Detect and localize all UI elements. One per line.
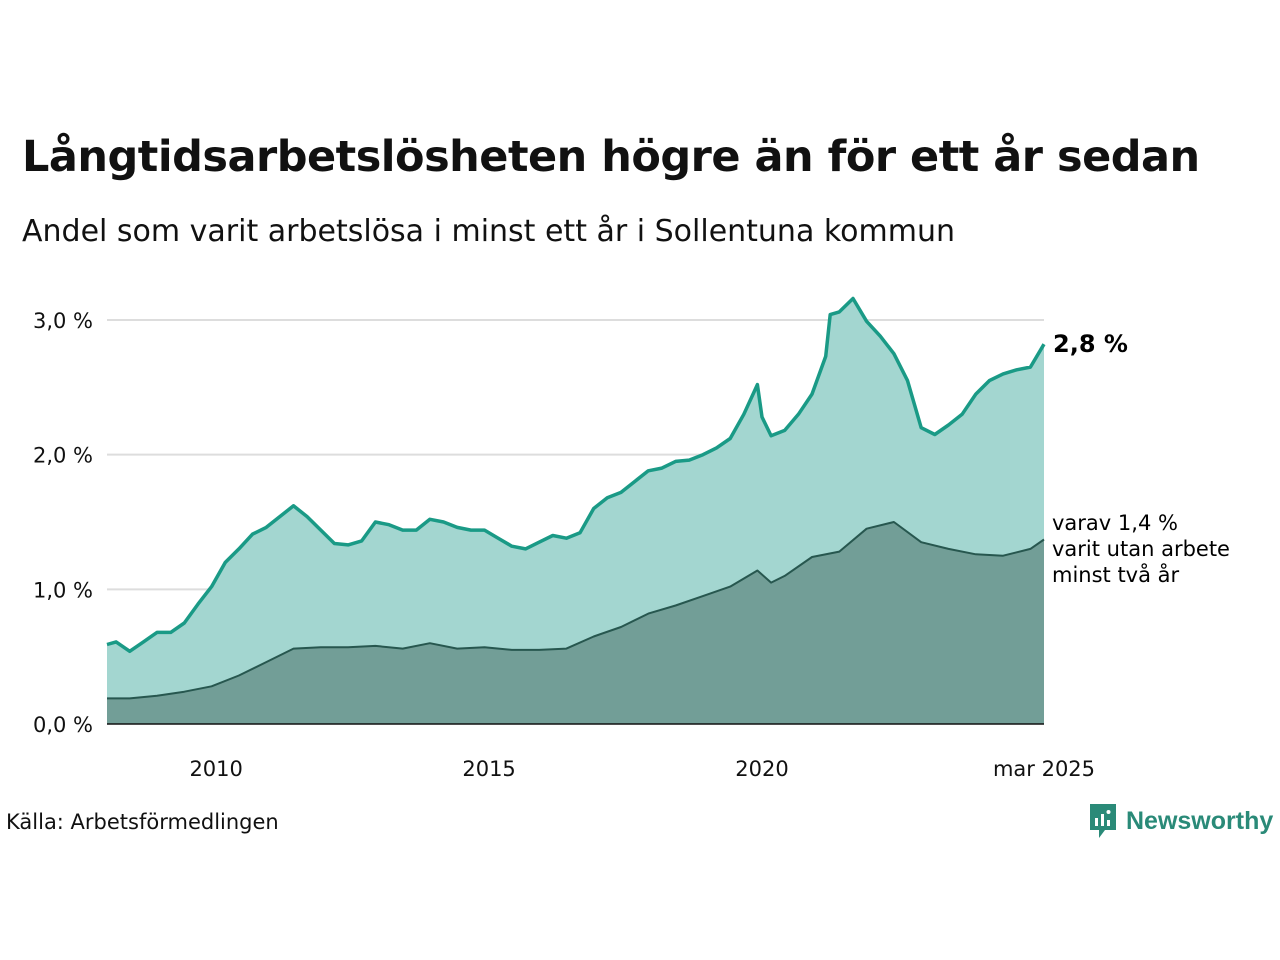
y-tick-label: 0,0 % bbox=[33, 713, 93, 737]
sub-label-line-3: minst två år bbox=[1052, 562, 1180, 587]
chart-subtitle: Andel som varit arbetslösa i minst ett å… bbox=[22, 214, 956, 249]
sub-label-line-1: varav 1,4 % bbox=[1052, 511, 1178, 535]
chart-title: Långtidsarbetslösheten högre än för ett … bbox=[22, 132, 1200, 182]
line-series-2 bbox=[107, 521, 1045, 700]
source-note: Källa: Arbetsförmedlingen bbox=[6, 810, 279, 834]
x-tick-label: mar 2025 bbox=[993, 757, 1095, 781]
sub-label-line-2: varit utan arbete bbox=[1052, 537, 1230, 561]
area-series-2 bbox=[107, 522, 1044, 724]
x-tick-label: 2020 bbox=[735, 757, 788, 781]
x-tick-label: 2010 bbox=[189, 757, 242, 781]
end-value-label: 2,8 % bbox=[1053, 330, 1128, 358]
y-tick-label: 2,0 % bbox=[33, 444, 93, 468]
x-axis-ticks: 2010 2015 2020 mar 2025 bbox=[189, 757, 1095, 781]
y-axis-ticks: 0,0 % 1,0 % 2,0 % 3,0 % bbox=[33, 309, 93, 737]
newsworthy-logo-text: Newsworthy bbox=[1126, 806, 1274, 835]
newsworthy-logo-icon bbox=[1090, 804, 1116, 838]
x-tick-label: 2015 bbox=[462, 757, 515, 781]
y-tick-label: 3,0 % bbox=[33, 309, 93, 333]
newsworthy-logo: Newsworthy bbox=[1088, 803, 1273, 839]
line-series-1 bbox=[106, 296, 1046, 654]
y-tick-label: 1,0 % bbox=[33, 578, 93, 602]
